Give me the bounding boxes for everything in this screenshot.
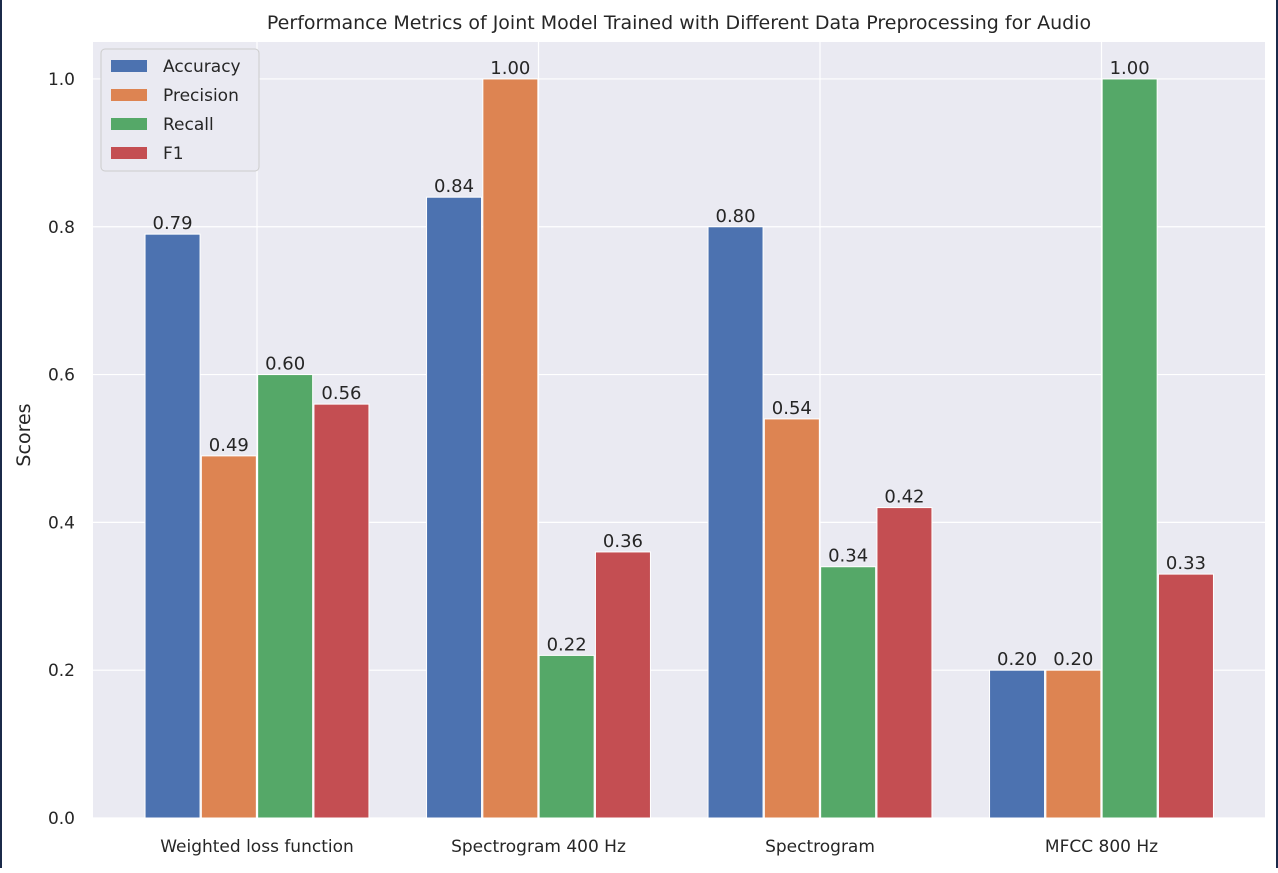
bar-accuracy-3: [707, 226, 764, 819]
y-axis-ticks: 0.0 0.2 0.4 0.6 0.8 1.0: [48, 70, 75, 829]
value-label: 0.80: [716, 206, 756, 227]
value-label: 1.00: [1110, 58, 1150, 79]
bar-recall-4: [1101, 78, 1158, 819]
legend-label-recall: Recall: [163, 115, 214, 135]
legend-swatch-recall: [111, 118, 147, 130]
bar-precision-2: [482, 78, 539, 819]
legend: Accuracy Precision Recall F1: [100, 48, 260, 172]
legend-label-f1: F1: [163, 144, 184, 164]
bar-recall-1: [257, 374, 314, 819]
value-label: 1.00: [490, 58, 530, 79]
bar-accuracy-2: [426, 196, 483, 819]
value-label: 0.20: [1053, 649, 1093, 670]
value-label: 0.42: [884, 487, 924, 508]
x-tick-label: MFCC 800 Hz: [1045, 837, 1158, 857]
value-label: 0.20: [997, 649, 1037, 670]
y-tick-label: 0.8: [48, 218, 75, 238]
y-axis-label: Scores: [13, 403, 35, 466]
bar-f1-4: [1157, 573, 1214, 819]
bar-recall-2: [538, 654, 595, 819]
y-tick-label: 1.0: [48, 70, 75, 90]
x-axis-ticks: Weighted loss function Spectrogram 400 Hz…: [160, 837, 1158, 857]
bar-precision-1: [200, 455, 257, 819]
chart-title: Performance Metrics of Joint Model Train…: [267, 12, 1091, 34]
bar-f1-2: [594, 551, 651, 819]
bar-precision-4: [1045, 669, 1102, 819]
value-label: 0.60: [265, 354, 305, 375]
value-label: 0.49: [209, 435, 249, 456]
legend-box: [100, 48, 260, 172]
value-label: 0.36: [603, 531, 643, 552]
y-tick-label: 0.0: [48, 809, 75, 829]
legend-swatch-accuracy: [111, 60, 147, 72]
y-tick-label: 0.4: [48, 513, 75, 533]
bar-precision-3: [763, 418, 820, 819]
x-tick-label: Weighted loss function: [160, 837, 354, 857]
value-label: 0.34: [828, 546, 868, 567]
legend-swatch-f1: [111, 147, 147, 159]
x-tick-label: Spectrogram: [765, 837, 875, 857]
x-tick-label: Spectrogram 400 Hz: [451, 837, 626, 857]
value-label: 0.33: [1166, 553, 1206, 574]
bars-layer: [144, 78, 1214, 819]
bar-accuracy-4: [989, 669, 1046, 819]
value-label: 0.79: [153, 213, 193, 234]
bar-accuracy-1: [144, 233, 201, 819]
legend-label-precision: Precision: [163, 86, 239, 106]
value-label: 0.22: [547, 634, 587, 655]
value-label: 0.56: [321, 383, 361, 404]
window-edge-left: [0, 0, 2, 868]
y-tick-label: 0.6: [48, 366, 75, 386]
value-label: 0.84: [434, 176, 474, 197]
bar-f1-3: [876, 507, 933, 819]
y-tick-label: 0.2: [48, 661, 75, 681]
legend-label-accuracy: Accuracy: [163, 57, 241, 77]
legend-swatch-precision: [111, 89, 147, 101]
bar-f1-1: [313, 403, 370, 819]
window-edge-right: [1276, 0, 1278, 868]
bar-recall-3: [820, 566, 877, 819]
value-label: 0.54: [772, 398, 812, 419]
value-labels: 0.79 0.84 0.80 0.20 0.49 1.00 0.54 0.20 0.60 0.22…: [153, 58, 1206, 670]
